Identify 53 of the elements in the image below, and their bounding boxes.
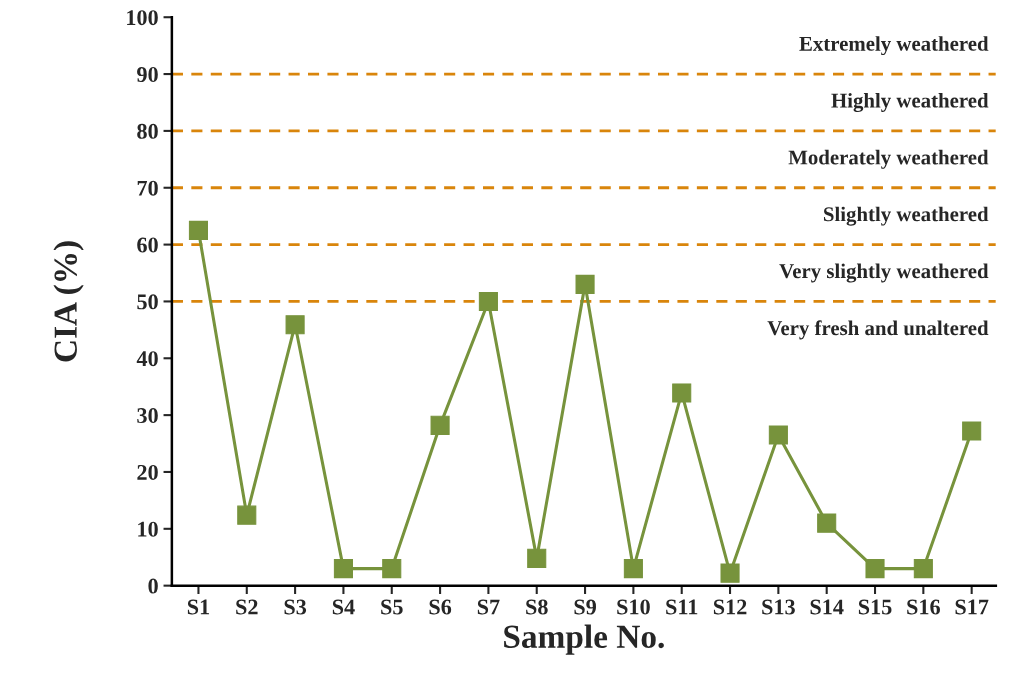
x-tick-label: S16: [907, 599, 940, 615]
x-tick-label: S4: [332, 599, 355, 615]
x-tick-label: S2: [236, 599, 258, 615]
y-tick-label: 0: [148, 578, 158, 594]
annotation: Very fresh and unaltered: [767, 320, 989, 340]
point: [720, 563, 740, 583]
point: [623, 559, 643, 579]
y-tick-label: 10: [138, 521, 158, 537]
y-axis-title: CIA (%): [53, 241, 84, 362]
point: [768, 425, 788, 445]
annotation: Extremely weathered: [799, 36, 989, 56]
y-tick-label: 80: [137, 123, 158, 139]
x-tick-label: S3: [284, 599, 307, 615]
y-tick-label: 30: [137, 408, 158, 424]
point: [672, 383, 692, 403]
point: [865, 559, 885, 579]
point: [817, 513, 837, 533]
annotation: Very slightly weathered: [779, 263, 989, 283]
x-tick-label: S11: [666, 599, 698, 615]
x-tick-label: S10: [617, 599, 650, 615]
x-tick-label: S1: [187, 599, 210, 615]
y-tick-label: 60: [137, 237, 158, 253]
x-tick-label: S15: [858, 599, 892, 615]
x-tick-label: S8: [526, 599, 548, 615]
point: [575, 274, 595, 294]
x-tick-label: S9: [574, 599, 596, 615]
point: [962, 421, 982, 441]
point: [188, 220, 208, 240]
point: [478, 291, 498, 311]
x-tick-label: S5: [381, 599, 403, 615]
point: [382, 559, 402, 579]
x-tick-label: S6: [429, 599, 452, 615]
y-tick-label: 40: [136, 351, 158, 367]
y-tick-label: 70: [137, 180, 158, 196]
y-tick-label: 100: [127, 10, 158, 26]
x-tick-label: S7: [477, 599, 500, 615]
x-tick-label: S12: [713, 599, 747, 615]
x-axis-title: Sample No.: [504, 624, 664, 655]
y-tick-label: 90: [137, 67, 158, 82]
y-tick-label: 50: [137, 294, 158, 310]
x-tick-label: S13: [762, 599, 795, 615]
y-tick-label: 20: [137, 464, 158, 480]
annotation: Moderately weathered: [788, 149, 989, 169]
point: [913, 559, 933, 579]
annotation: Highly weathered: [831, 92, 989, 113]
point: [430, 415, 450, 435]
point: [285, 315, 305, 335]
point: [237, 505, 257, 525]
x-tick-label: S17: [955, 599, 989, 615]
point: [333, 559, 353, 579]
point: [527, 548, 547, 568]
x-tick-label: S14: [810, 599, 844, 615]
annotation: Slightly weathered: [823, 206, 989, 226]
